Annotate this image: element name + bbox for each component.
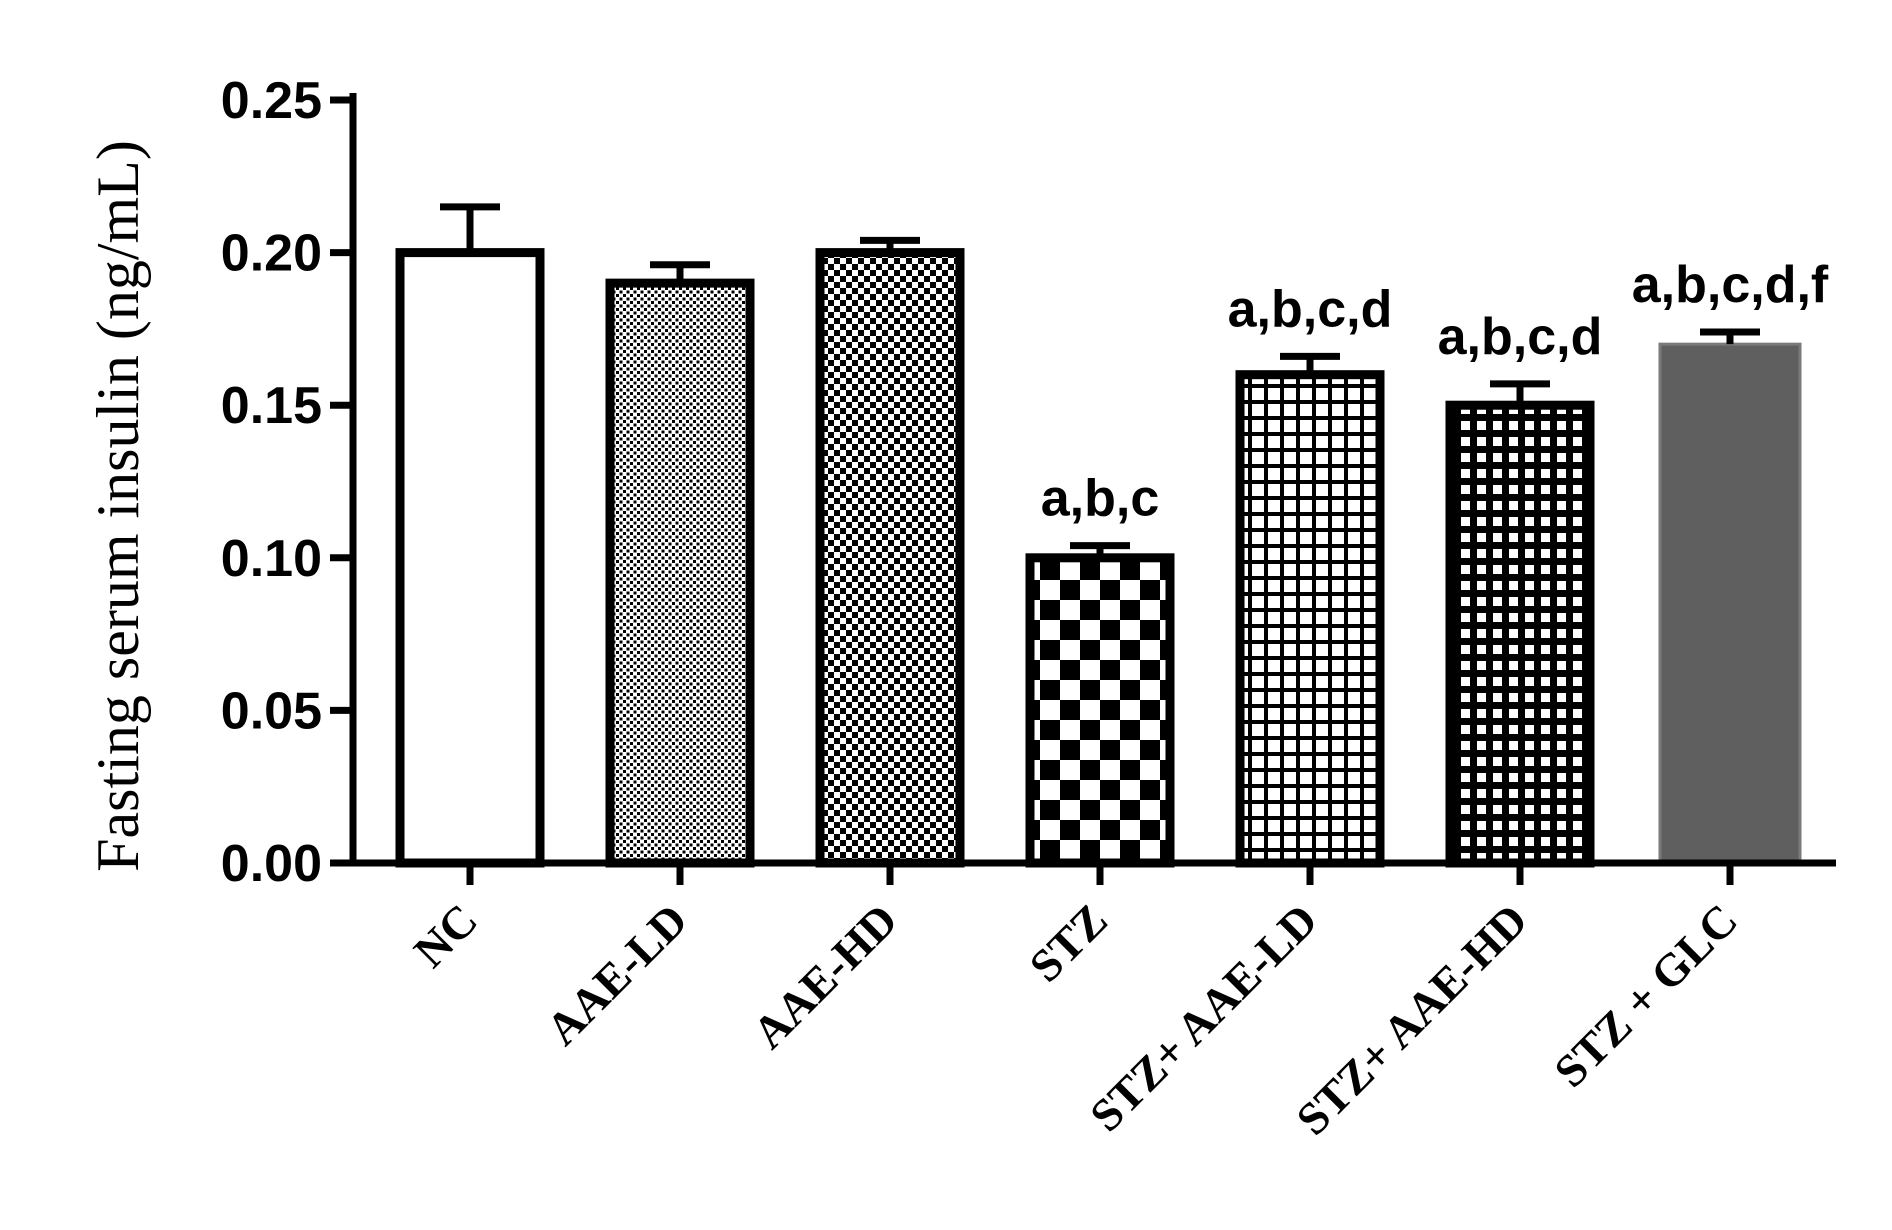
- bar-stz-aae-ld: [1235, 370, 1385, 868]
- y-tick-label: 0.00: [221, 835, 322, 893]
- bar-stz-aae-hd: [1445, 400, 1595, 868]
- x-category-label: STZ: [1020, 894, 1118, 992]
- axes: [349, 93, 1836, 867]
- x-category-label: AAE-HD: [743, 894, 907, 1058]
- y-tick-label: 0.10: [221, 530, 322, 588]
- significance-labels: a,b,c a,b,c,d a,b,c,d a,b,c,d,f: [1041, 256, 1829, 528]
- y-tick-label: 0.25: [221, 72, 322, 130]
- bar-stz-glc: [1658, 342, 1802, 865]
- significance-label: a,b,c,d: [1438, 308, 1603, 366]
- y-tick-label: 0.05: [221, 682, 322, 740]
- bar-stz: [1025, 553, 1175, 868]
- bar-aae-ld: [605, 278, 755, 868]
- significance-label: a,b,c,d: [1228, 280, 1393, 338]
- bar-nc: [395, 248, 545, 868]
- y-axis-title: Fasting serum insulin (ng/mL): [85, 140, 151, 872]
- y-axis-ticks: 0.00 0.05 0.10 0.15 0.20 0.25: [221, 72, 353, 893]
- y-tick-label: 0.20: [221, 225, 322, 283]
- x-category-label: AAE-LD: [536, 894, 697, 1055]
- x-category-label: STZ + GLC: [1544, 894, 1747, 1097]
- x-category-label: NC: [404, 894, 487, 977]
- bar-aae-hd: [815, 248, 965, 868]
- error-bars: [440, 203, 1760, 558]
- y-tick-label: 0.15: [221, 377, 322, 435]
- significance-label: a,b,c,d,f: [1632, 256, 1829, 314]
- significance-label: a,b,c: [1041, 470, 1160, 528]
